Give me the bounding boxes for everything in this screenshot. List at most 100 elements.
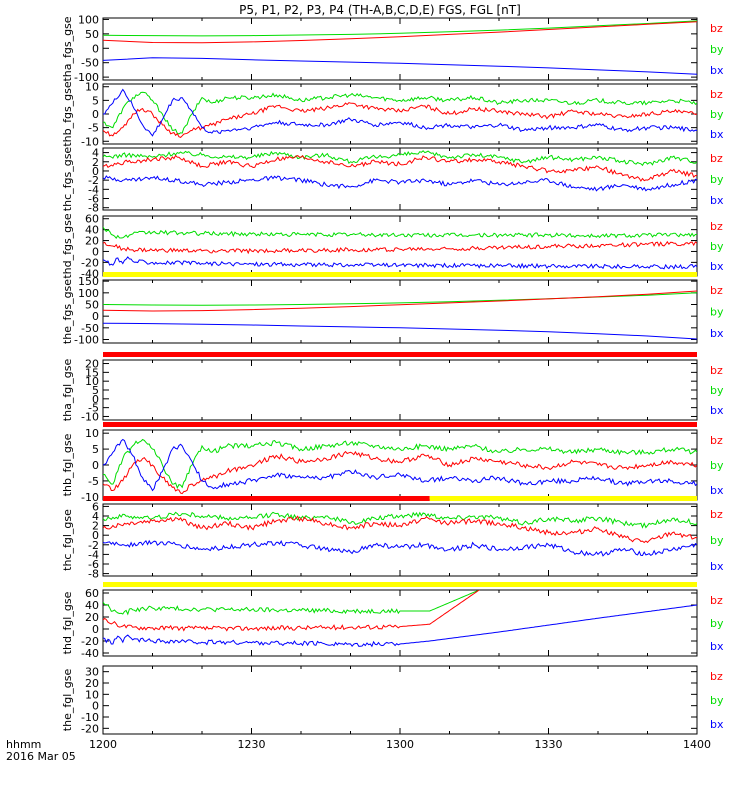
y-tick-label: 0 <box>92 529 99 542</box>
y-axis-label: thc_fgs_gse <box>61 147 74 212</box>
legend-by: by <box>710 108 724 121</box>
y-tick-label: 2 <box>92 520 99 533</box>
y-tick-label: -2 <box>88 174 99 187</box>
y-axis-label: thb_fgl_gse <box>61 433 74 496</box>
legend-by: by <box>710 173 724 186</box>
y-tick-label: -8 <box>88 568 99 581</box>
y-tick-label: -4 <box>88 183 99 196</box>
legend-bz: bz <box>710 364 723 377</box>
y-axis-label: the_fgl_gse <box>61 669 74 732</box>
status-bar-segment <box>103 272 697 277</box>
legend-by: by <box>710 694 724 707</box>
series-line-bz <box>103 590 480 632</box>
legend-bx: bx <box>710 560 724 573</box>
legend-bx: bx <box>710 194 724 207</box>
y-axis-label: tha_fgl_gse <box>61 359 74 422</box>
legend-bz: bz <box>710 284 723 297</box>
series-line-by <box>103 438 697 490</box>
x-tick-label: 1400 <box>683 738 711 751</box>
y-tick-label: 0 <box>92 165 99 178</box>
y-tick-label: 30 <box>85 666 99 679</box>
series-line-bz <box>103 154 697 182</box>
y-tick-label: 100 <box>78 287 99 300</box>
series-line-bz <box>103 240 697 255</box>
y-tick-label: -20 <box>81 722 99 735</box>
y-tick-label: 60 <box>85 213 99 226</box>
y-tick-label: 10 <box>85 375 99 388</box>
legend-by: by <box>710 534 724 547</box>
legend-bx: bx <box>710 64 724 77</box>
series-line-bx <box>103 256 697 270</box>
series-line-by <box>103 20 697 37</box>
legend-bx: bx <box>710 327 724 340</box>
panel-frame <box>102 359 698 421</box>
y-tick-label: -5 <box>88 475 99 488</box>
y-axis-label: thd_fgl_gse <box>61 591 74 654</box>
y-tick-label: -2 <box>88 539 99 552</box>
status-bar-segment <box>103 496 430 501</box>
legend-bx: bx <box>710 260 724 273</box>
y-axis-label: thc_fgl_gse <box>61 509 74 571</box>
y-tick-label: 4 <box>92 147 99 160</box>
y-tick-label: 10 <box>85 688 99 701</box>
y-tick-label: -6 <box>88 193 99 206</box>
status-bar-segment <box>103 352 697 357</box>
legend-bz: bz <box>710 594 723 607</box>
y-tick-label: 0 <box>92 623 99 636</box>
legend-by: by <box>710 617 724 630</box>
y-tick-label: -10 <box>81 491 99 504</box>
status-bar-segment <box>429 496 697 501</box>
y-tick-label: 0 <box>92 245 99 258</box>
y-tick-label: 20 <box>85 611 99 624</box>
series-line-bz <box>103 290 697 312</box>
y-tick-label: -20 <box>81 256 99 269</box>
time-axis-label-date: 2016 Mar 05 <box>6 750 76 763</box>
series-line-by <box>103 511 697 529</box>
legend-bz: bz <box>710 670 723 683</box>
legend-bz: bz <box>710 434 723 447</box>
series-line-by <box>103 91 697 135</box>
y-tick-label: 150 <box>78 275 99 288</box>
y-tick-label: 50 <box>85 299 99 312</box>
y-tick-label: 10 <box>85 81 99 94</box>
x-tick-label: 1200 <box>89 738 117 751</box>
y-tick-label: 15 <box>85 366 99 379</box>
legend-bz: bz <box>710 152 723 165</box>
panel-frame <box>102 215 698 277</box>
y-tick-label: 0 <box>92 459 99 472</box>
y-tick-label: -50 <box>81 57 99 70</box>
panel-frame <box>102 279 698 344</box>
y-tick-label: -20 <box>81 635 99 648</box>
y-axis-label: thb_fgs_gse <box>61 81 74 147</box>
series-line-bx <box>103 604 697 648</box>
legend-bx: bx <box>710 640 724 653</box>
time-axis-label-hhmm: hhmm <box>6 738 41 751</box>
y-tick-label: -6 <box>88 558 99 571</box>
y-tick-label: 20 <box>85 358 99 371</box>
y-tick-label: 20 <box>85 677 99 690</box>
y-tick-label: 50 <box>85 28 99 41</box>
y-tick-label: 40 <box>85 599 99 612</box>
legend-by: by <box>710 459 724 472</box>
panel-frame <box>102 665 698 735</box>
y-tick-label: -100 <box>74 334 99 347</box>
y-tick-label: -5 <box>88 122 99 135</box>
y-axis-label: tha_fgs_gse <box>61 16 74 81</box>
y-tick-label: -40 <box>81 267 99 280</box>
panel-frame <box>102 589 698 657</box>
series-line-bz <box>103 515 697 544</box>
y-axis-label: thd_fgs_gse <box>61 213 74 279</box>
series-line-bx <box>103 438 697 492</box>
legend-by: by <box>710 43 724 56</box>
series-line-bz <box>103 21 697 44</box>
series-line-bx <box>103 539 697 557</box>
legend-bz: bz <box>710 220 723 233</box>
series-line-by <box>103 150 697 167</box>
legend-by: by <box>710 384 724 397</box>
